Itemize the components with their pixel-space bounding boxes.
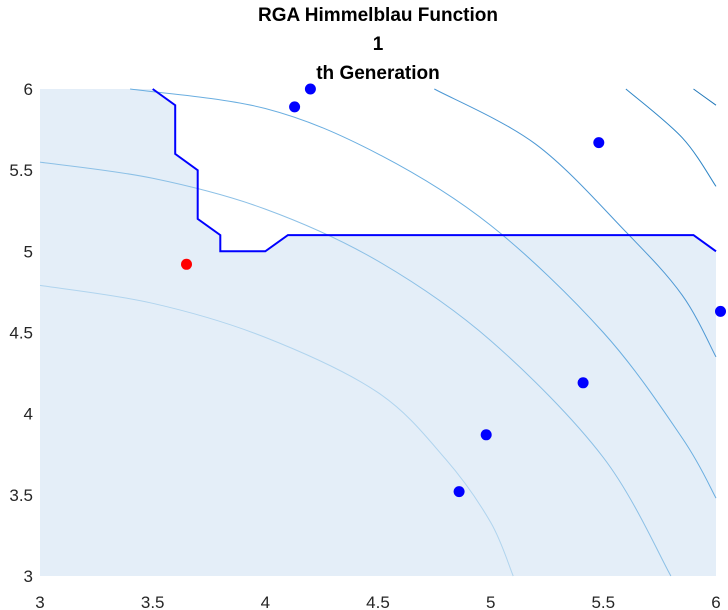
x-tick-label: 5.5 [591, 593, 615, 610]
constraint-boundary-line [152, 88, 717, 253]
y-tick-label: 4.5 [9, 324, 33, 343]
y-axis: 3 3.5 4 4.5 5 5.5 6 [9, 80, 33, 586]
population-points-layer [181, 83, 726, 498]
constraint-boundary-layer [152, 88, 717, 253]
best-point [181, 258, 192, 270]
chart-title-line-1: RGA Himmelblau Function [258, 5, 498, 26]
population-point-4 [715, 305, 726, 317]
y-tick-label: 5 [24, 242, 33, 261]
y-tick-label: 3.5 [9, 486, 33, 505]
plot-area [39, 83, 726, 577]
population-point-1 [289, 101, 301, 113]
contour-line-5 [625, 88, 717, 187]
x-tick-label: 5 [486, 593, 495, 610]
contour-line-6 [693, 88, 717, 106]
population-point-5 [577, 377, 589, 389]
x-tick-label: 3.5 [141, 593, 165, 610]
y-tick-label: 3 [24, 567, 33, 586]
chart-title: RGA Himmelblau Function 1 th Generation [258, 5, 498, 84]
population-point-6 [480, 429, 492, 441]
y-tick-label: 5.5 [9, 161, 33, 180]
feasible-region-layer [40, 89, 716, 576]
x-tick-label: 6 [711, 593, 720, 610]
population-point-3 [593, 137, 605, 149]
y-tick-label: 4 [24, 405, 33, 424]
contour-line-4 [434, 88, 717, 358]
x-tick-label: 4.5 [366, 593, 390, 610]
population-point-2 [304, 83, 316, 95]
chart-title-line-3: th Generation [316, 63, 440, 84]
chart-title-line-2: 1 [373, 34, 384, 55]
y-tick-label: 6 [24, 80, 33, 99]
x-tick-label: 4 [261, 593, 270, 610]
contour-layer [39, 88, 717, 577]
x-tick-label: 3 [35, 593, 44, 610]
population-point-7 [453, 486, 465, 498]
feasible-region [40, 89, 716, 576]
contour-line-1 [39, 284, 514, 577]
x-axis: 3 3.5 4 4.5 5 5.5 6 [35, 593, 720, 610]
contour-line-2 [39, 161, 672, 577]
contour-line-3 [130, 88, 717, 499]
